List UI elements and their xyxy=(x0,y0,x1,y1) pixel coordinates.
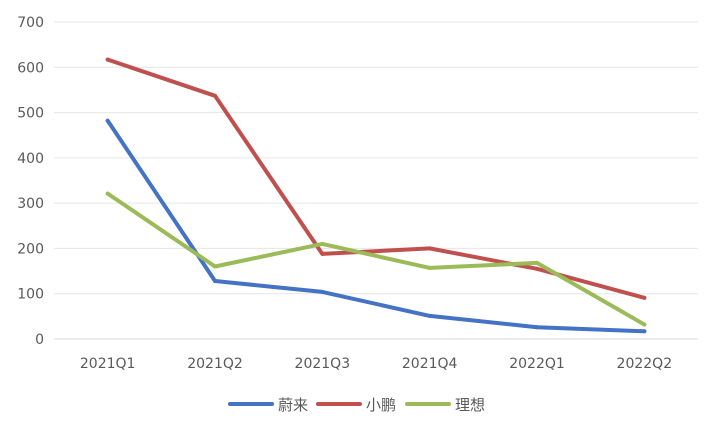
y-tick-label: 700 xyxy=(17,15,44,31)
data-point xyxy=(105,118,110,123)
x-tick-label: 2021Q4 xyxy=(402,356,458,372)
x-tick-label: 2022Q2 xyxy=(617,356,673,372)
data-point xyxy=(320,251,325,256)
y-tick-label: 200 xyxy=(17,241,44,257)
x-tick-label: 2021Q3 xyxy=(295,356,351,372)
series-line-1 xyxy=(105,118,647,334)
data-point xyxy=(642,322,647,327)
legend-label: 小鹏 xyxy=(366,396,396,414)
data-point xyxy=(213,279,217,284)
y-tick-label: 0 xyxy=(35,332,44,348)
y-tick-label: 500 xyxy=(17,106,44,122)
legend-label: 理想 xyxy=(455,396,485,414)
data-point xyxy=(535,266,539,271)
data-point xyxy=(427,313,432,318)
data-point xyxy=(642,295,647,300)
data-point xyxy=(213,264,217,269)
y-tick-label: 600 xyxy=(17,60,44,76)
x-tick-label: 2021Q2 xyxy=(187,356,243,372)
series-line-3 xyxy=(105,191,647,327)
data-point xyxy=(535,325,539,330)
gridlines xyxy=(54,21,698,340)
data-point xyxy=(427,265,432,270)
x-tick-label: 2021Q1 xyxy=(80,356,136,372)
data-point xyxy=(535,260,539,265)
data-point xyxy=(427,246,432,251)
data-point xyxy=(213,93,217,98)
x-axis-ticks: 2021Q1 2021Q2 2021Q3 2021Q4 2022Q1 2022Q2 xyxy=(80,356,672,372)
y-axis-ticks: 0 100 200 300 400 500 600 700 xyxy=(17,15,44,348)
series-line-2 xyxy=(105,57,647,300)
y-tick-label: 400 xyxy=(17,151,44,167)
x-tick-label: 2022Q1 xyxy=(509,356,565,372)
legend-label: 蔚来 xyxy=(278,396,308,414)
data-point xyxy=(105,191,110,196)
legend: 蔚来 小鹏 理想 xyxy=(228,396,485,414)
data-point xyxy=(642,329,647,334)
series-lines xyxy=(105,57,647,334)
data-point xyxy=(320,241,325,246)
data-point xyxy=(105,57,110,62)
y-tick-label: 100 xyxy=(17,287,44,303)
y-tick-label: 300 xyxy=(17,196,44,212)
data-point xyxy=(320,289,325,294)
